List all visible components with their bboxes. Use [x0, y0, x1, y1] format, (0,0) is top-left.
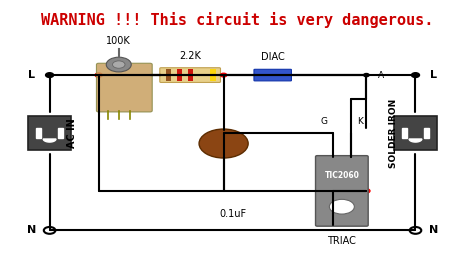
Circle shape — [220, 73, 227, 77]
Bar — [36, 128, 41, 138]
Text: DIAC: DIAC — [261, 52, 284, 62]
Circle shape — [364, 73, 369, 77]
Bar — [188, 69, 193, 81]
Text: A: A — [378, 70, 383, 80]
Circle shape — [199, 129, 248, 158]
Bar — [402, 128, 407, 138]
Text: N: N — [27, 225, 36, 235]
Circle shape — [95, 73, 102, 77]
Text: 100K: 100K — [106, 36, 131, 46]
Text: 2.2K: 2.2K — [179, 51, 201, 61]
Circle shape — [112, 61, 125, 68]
FancyBboxPatch shape — [254, 69, 292, 81]
Bar — [165, 69, 171, 81]
Polygon shape — [409, 139, 422, 142]
Text: K: K — [357, 117, 363, 126]
Bar — [28, 116, 72, 150]
FancyBboxPatch shape — [316, 156, 368, 226]
Circle shape — [329, 199, 355, 214]
Circle shape — [363, 189, 370, 193]
Text: 0.1uF: 0.1uF — [219, 209, 246, 219]
Circle shape — [410, 227, 421, 234]
Text: G: G — [320, 117, 328, 126]
Bar — [58, 128, 63, 138]
Text: WARNING !!! This circuit is very dangerous.: WARNING !!! This circuit is very dangero… — [41, 12, 433, 28]
FancyBboxPatch shape — [160, 68, 220, 82]
Circle shape — [46, 73, 54, 77]
Text: L: L — [430, 70, 437, 80]
Bar — [394, 116, 437, 150]
Text: AC IN: AC IN — [67, 118, 77, 148]
Bar — [210, 69, 216, 81]
Polygon shape — [43, 139, 56, 142]
Circle shape — [106, 57, 131, 72]
Text: L: L — [28, 70, 35, 80]
Text: TIC2060: TIC2060 — [324, 171, 359, 180]
Text: TRIAC: TRIAC — [328, 236, 356, 246]
Circle shape — [411, 73, 419, 77]
Bar — [177, 69, 182, 81]
Circle shape — [44, 227, 55, 234]
FancyBboxPatch shape — [96, 63, 152, 112]
Text: SOLDER IRON: SOLDER IRON — [389, 98, 398, 168]
Bar — [424, 128, 429, 138]
Text: N: N — [428, 225, 438, 235]
